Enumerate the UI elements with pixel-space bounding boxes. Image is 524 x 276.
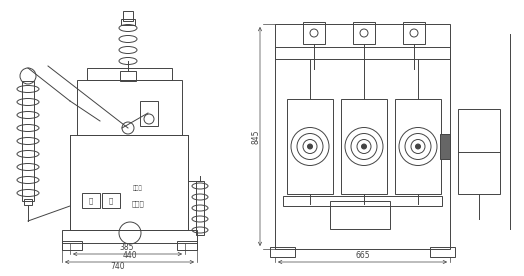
Text: 845: 845 xyxy=(252,129,260,144)
Text: 440: 440 xyxy=(123,251,137,260)
Bar xyxy=(123,11,133,21)
Bar xyxy=(275,24,450,249)
Bar xyxy=(270,247,295,257)
Bar xyxy=(70,135,188,230)
Bar xyxy=(82,193,100,208)
Bar xyxy=(275,47,450,59)
Text: 未荣能: 未荣能 xyxy=(132,201,145,207)
Bar xyxy=(177,241,197,250)
Bar xyxy=(120,71,136,81)
Bar xyxy=(77,80,182,135)
Bar xyxy=(403,22,425,44)
Bar xyxy=(303,22,325,44)
Bar xyxy=(121,19,135,25)
Bar xyxy=(287,99,333,194)
Bar xyxy=(87,68,172,80)
Bar xyxy=(440,134,450,159)
Bar xyxy=(353,22,375,44)
Circle shape xyxy=(308,144,312,149)
Bar xyxy=(62,241,82,250)
Text: 385: 385 xyxy=(120,243,134,252)
Bar xyxy=(341,99,387,194)
Bar xyxy=(62,230,197,243)
Text: 合: 合 xyxy=(109,197,113,204)
Bar xyxy=(24,199,32,205)
Bar xyxy=(458,109,500,194)
Text: 665: 665 xyxy=(355,251,370,260)
Circle shape xyxy=(362,144,366,149)
Text: 740: 740 xyxy=(111,262,125,271)
Bar xyxy=(102,193,120,208)
Bar xyxy=(196,181,204,235)
Text: 已荣能: 已荣能 xyxy=(133,185,143,191)
Bar xyxy=(395,99,441,194)
Bar xyxy=(330,201,390,229)
Bar xyxy=(283,196,442,206)
Bar xyxy=(140,101,158,126)
Bar xyxy=(22,81,34,201)
Circle shape xyxy=(416,144,420,149)
Bar xyxy=(430,247,455,257)
Text: 分: 分 xyxy=(89,197,93,204)
